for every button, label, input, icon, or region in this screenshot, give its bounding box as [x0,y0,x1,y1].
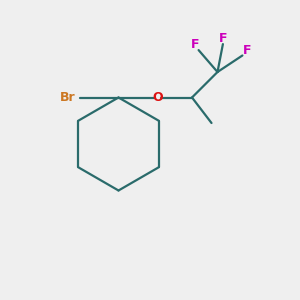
Text: F: F [219,32,227,45]
Text: O: O [152,91,163,104]
Text: F: F [191,38,199,51]
Text: F: F [243,44,252,57]
Text: Br: Br [60,91,76,104]
